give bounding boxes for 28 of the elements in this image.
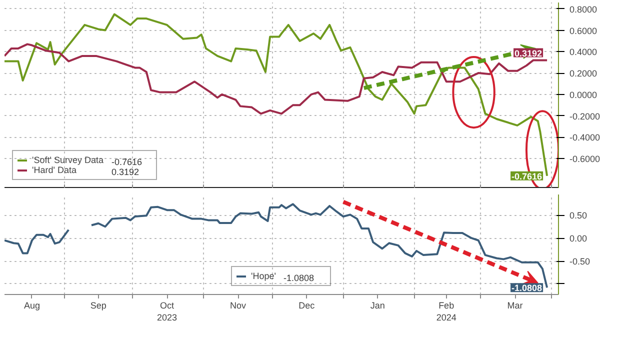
x-tick-label: Feb 2024 <box>436 300 456 322</box>
y-tick-label: 0.2000 <box>570 68 598 79</box>
text: 0.3192 <box>112 167 140 177</box>
y-tick-label: 0.4000 <box>570 47 598 58</box>
x-tick-label: Nov <box>230 300 247 310</box>
x-tick-label: Aug <box>24 300 40 310</box>
y-tick-label: 0.0000 <box>570 90 598 100</box>
data-label: -1.0808 <box>512 283 542 294</box>
y-tick-label: 0.50 <box>570 210 588 221</box>
y-tick-label: -0.50 <box>570 256 590 267</box>
x-tick-label: Sep <box>90 300 106 310</box>
text: -1.0808 <box>284 273 314 283</box>
y-tick-label: 0.00 <box>570 234 588 244</box>
y-tick-label: -0.4000 <box>570 132 600 143</box>
legend-label: 'Soft' Survey Data <box>32 155 104 165</box>
y-tick-label: -0.6000 <box>570 154 600 164</box>
x-tick-label: Oct 2023 <box>157 300 178 322</box>
data-label: -0.7616 <box>512 171 542 182</box>
legend-label: 'Hope' <box>251 271 276 281</box>
x-tick-label: Mar <box>507 300 523 310</box>
x-tick-label: Jan <box>370 300 385 310</box>
text: -0.7616 <box>112 157 142 167</box>
x-tick-label: Dec <box>298 300 316 310</box>
data-label: 0.3192 <box>514 48 542 58</box>
y-tick-label: -0.2000 <box>570 111 600 122</box>
y-tick-label: 0.8000 <box>570 4 598 14</box>
legend-label: 'Hard' Data <box>32 165 76 175</box>
y-tick-label: 0.6000 <box>570 26 598 36</box>
